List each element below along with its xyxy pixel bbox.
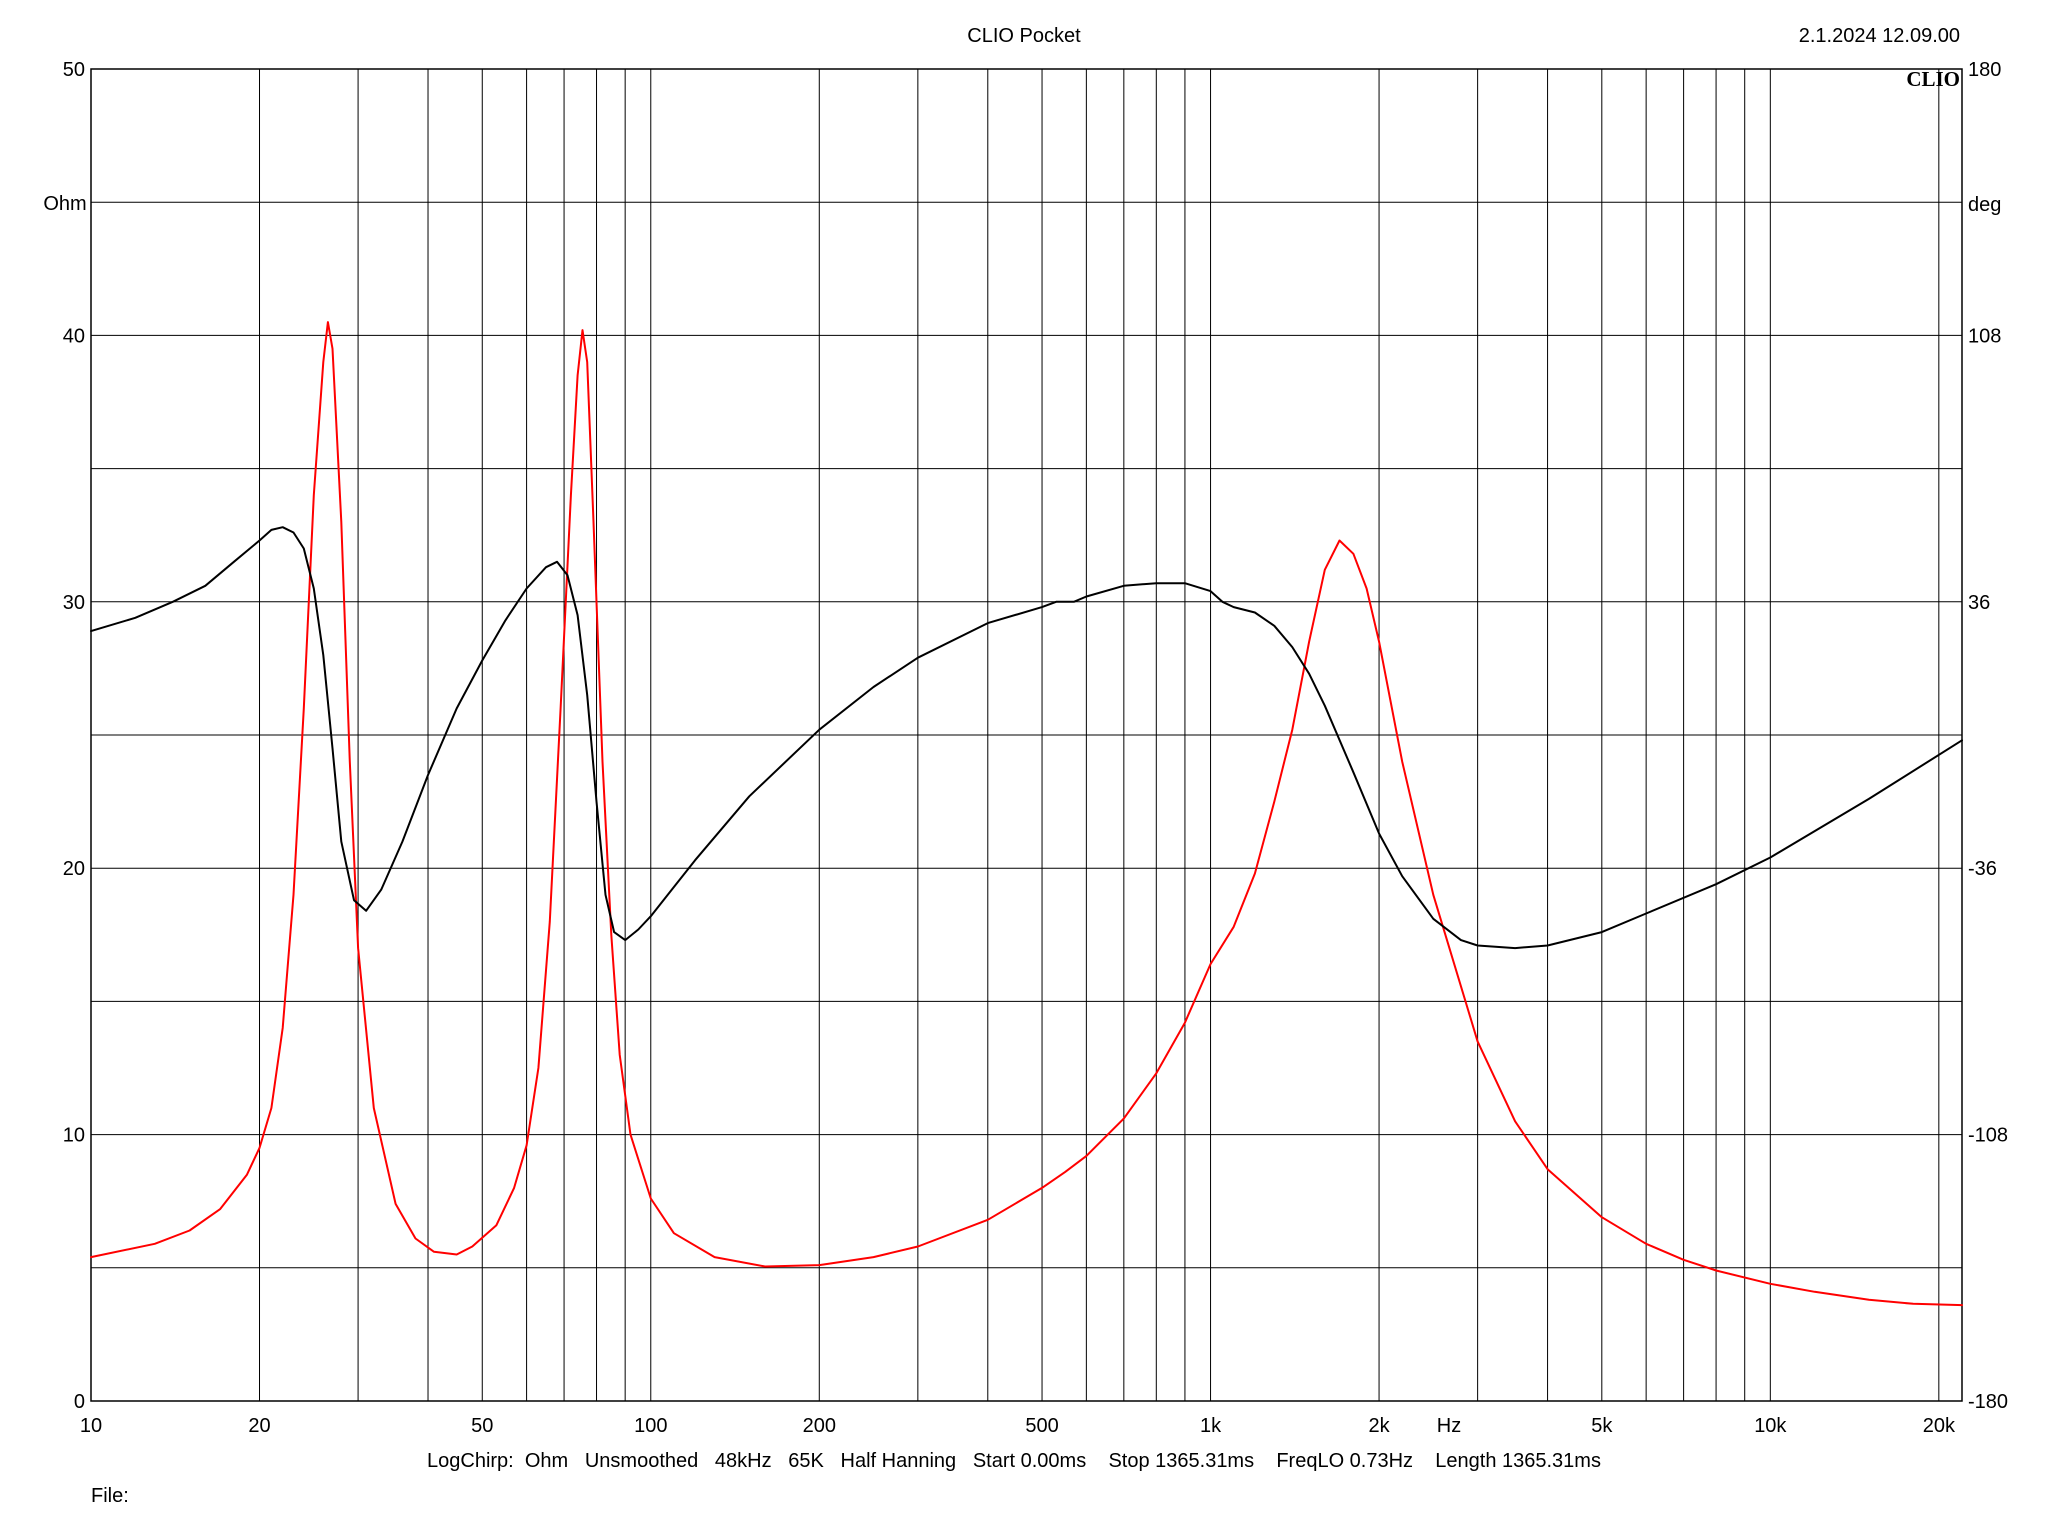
y-tick-label: 40 xyxy=(63,325,85,347)
y2-tick-label: -180 xyxy=(1968,1391,2008,1413)
y2-tick-label: -36 xyxy=(1968,858,1997,880)
x-tick-label: 100 xyxy=(634,1415,667,1437)
file-label: File: xyxy=(91,1485,129,1507)
data-series xyxy=(90,321,1963,1307)
y-tick-label: 50 xyxy=(63,59,85,81)
grid-lines xyxy=(91,69,1962,1401)
x-tick-label: 2k xyxy=(1368,1415,1390,1437)
measurement-settings: LogChirp: Ohm Unsmoothed 48kHz 65K Half … xyxy=(427,1450,1601,1472)
impedance-curve xyxy=(90,321,1963,1307)
y2-tick-label: 180 xyxy=(1968,59,2001,81)
clio-logo: CLIO xyxy=(1906,67,1960,91)
x-tick-label: 10 xyxy=(80,1415,102,1437)
phase-curve xyxy=(90,526,1963,950)
y-tick-label: 0 xyxy=(74,1391,85,1413)
y-tick-label: 10 xyxy=(63,1125,85,1147)
x-tick-label: 20k xyxy=(1923,1415,1956,1437)
x-tick-label: 5k xyxy=(1591,1415,1613,1437)
y-tick-label: 30 xyxy=(63,592,85,614)
x-axis-unit: Hz xyxy=(1437,1415,1461,1437)
x-tick-label: 1k xyxy=(1200,1415,1222,1437)
axis-ticks: 10 20 50 100 200 500 1k 2k 5k 10k 20k01020304050-1… xyxy=(63,59,2008,1437)
left-axis-unit: Ohm xyxy=(43,193,86,215)
chart-title: CLIO Pocket xyxy=(967,25,1081,47)
x-tick-label: 500 xyxy=(1025,1415,1058,1437)
y2-tick-label: 36 xyxy=(1968,592,1990,614)
measurement-datetime: 2.1.2024 12.09.00 xyxy=(1799,25,1960,47)
y2-tick-label: 108 xyxy=(1968,325,2001,347)
y2-tick-label: -108 xyxy=(1968,1125,2008,1147)
right-axis-unit: deg xyxy=(1968,194,2001,216)
x-tick-label: 50 xyxy=(471,1415,493,1437)
x-tick-label: 10k xyxy=(1754,1415,1787,1437)
y-tick-label: 20 xyxy=(63,858,85,880)
x-tick-label: 20 xyxy=(248,1415,270,1437)
x-tick-label: 200 xyxy=(803,1415,836,1437)
